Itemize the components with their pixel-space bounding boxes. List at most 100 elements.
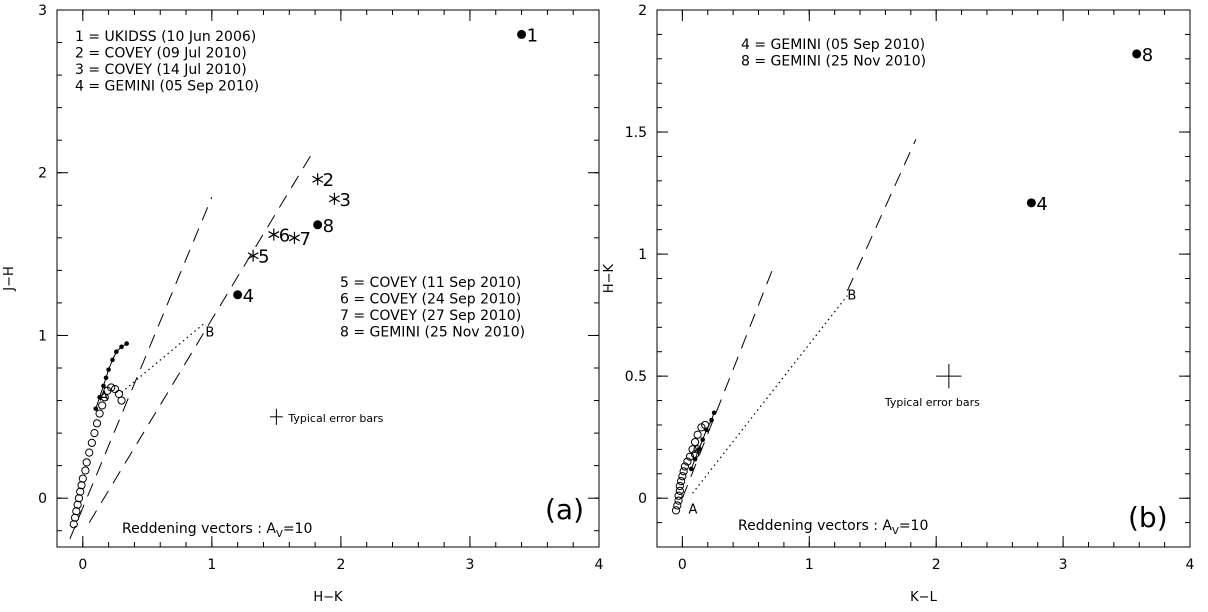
- ctts-locus-line: [121, 321, 206, 393]
- x-tick-label: 1: [805, 557, 814, 573]
- dwarf-sequence-point: [76, 487, 85, 496]
- x-tick-label: 0: [78, 557, 87, 573]
- reddening-caption: Reddening vectors : AV=10: [122, 521, 312, 540]
- y-tick-label: 0: [638, 491, 647, 507]
- dwarf-sequence-point: [98, 401, 107, 410]
- x-tick-label: 2: [932, 557, 941, 573]
- giant-branch-point: [688, 466, 694, 472]
- reddening-vector-line: [846, 139, 917, 291]
- data-point-label: 4: [243, 286, 254, 307]
- dwarf-sequence-point: [73, 500, 82, 509]
- dwarf-sequence-point: [90, 428, 99, 438]
- y-tick-label: 1: [638, 247, 647, 263]
- data-point-label: 6: [279, 226, 290, 247]
- data-point-label: 5: [258, 247, 269, 268]
- reddening-vector-line: [88, 148, 316, 523]
- dwarf-sequence-point: [81, 466, 90, 475]
- panel-label: (b): [1128, 501, 1168, 534]
- reddening-caption: Reddening vectors : AV=10: [738, 518, 928, 537]
- y-axis-title: J−H: [2, 266, 17, 292]
- data-point-1: [517, 29, 527, 39]
- star-stroke: [328, 195, 340, 203]
- giant-branch-point: [692, 456, 698, 462]
- x-axis-title: K−L: [910, 590, 937, 605]
- star-stroke: [288, 234, 300, 242]
- dwarf-sequence-point: [677, 476, 686, 486]
- y-axis-title: H−K: [602, 263, 617, 293]
- reddening-vector-line: [681, 266, 775, 499]
- plot-frame: [56, 9, 600, 548]
- data-point-label: 8: [323, 216, 334, 237]
- x-tick-label: 4: [595, 557, 604, 573]
- x-tick-label: 4: [1186, 557, 1195, 573]
- data-point-label: 1: [527, 25, 538, 46]
- label-A: A: [689, 502, 698, 517]
- dwarf-sequence-point: [92, 419, 102, 428]
- dwarf-sequence-point: [78, 474, 87, 483]
- typical-error-bar: [269, 408, 283, 425]
- giant-branch-point: [700, 437, 705, 442]
- giant-branch-point: [110, 357, 115, 363]
- dwarf-sequence-point: [688, 445, 697, 454]
- data-point-label: 3: [339, 190, 350, 211]
- label-A: A: [100, 389, 109, 404]
- x-tick-label: 0: [678, 557, 687, 573]
- giant-branch-point: [704, 427, 709, 433]
- x-tick-label: 3: [465, 557, 474, 573]
- legend-entry: 4 = GEMINI (05 Sep 2010): [75, 79, 259, 95]
- label-B: B: [847, 289, 856, 304]
- legend-entry: 8 = GEMINI (25 Nov 2010): [741, 54, 926, 70]
- y-tick-label: 2: [638, 3, 647, 19]
- dwarf-sequence-point: [74, 494, 84, 503]
- data-point-4: [233, 290, 243, 300]
- data-point-label: 8: [1142, 45, 1153, 66]
- y-tick-label: 1.5: [625, 125, 647, 141]
- reddening-vector-line: [69, 196, 213, 540]
- dwarf-sequence-point: [678, 472, 687, 481]
- label-B: B: [205, 325, 214, 340]
- legend-entry: 4 = GEMINI (05 Sep 2010): [741, 37, 925, 53]
- star-stroke: [268, 231, 280, 239]
- error-bar-label: Typical error bars: [884, 396, 980, 409]
- star-stroke: [247, 252, 259, 260]
- giant-branch-point: [709, 417, 714, 423]
- giant-branch-point: [103, 375, 109, 381]
- typical-error-bar: [936, 363, 962, 389]
- data-point-label: 2: [323, 170, 334, 191]
- data-point-label: 7: [299, 229, 310, 250]
- dwarf-sequence-point: [117, 396, 126, 405]
- dwarf-sequence-point: [675, 486, 684, 495]
- x-tick-label: 2: [336, 557, 345, 573]
- legend-entry: 6 = COVEY (24 Sep 2010): [340, 292, 521, 308]
- dwarf-sequence-point: [685, 452, 695, 461]
- data-point-8: [1132, 49, 1142, 59]
- data-point-7: [288, 231, 300, 244]
- y-tick-label: 1: [38, 328, 47, 344]
- dwarf-sequence-point: [85, 448, 94, 457]
- dwarf-sequence-point: [673, 501, 682, 510]
- ctts-locus-line: [692, 295, 848, 494]
- legend-entry: 3 = COVEY (14 Jul 2010): [75, 62, 247, 78]
- dwarf-sequence-point: [70, 513, 80, 522]
- dwarf-sequence-point: [107, 383, 116, 392]
- dwarf-sequence-point: [82, 458, 91, 467]
- legend-entry: 1 = UKIDSS (10 Jun 2006): [75, 29, 256, 45]
- dwarf-sequence-point: [674, 491, 683, 500]
- data-point-6: [268, 228, 280, 241]
- dwarf-sequence-point: [69, 520, 78, 529]
- dwarf-sequence-point: [72, 507, 81, 516]
- legend-entry: 5 = COVEY (11 Sep 2010): [340, 275, 521, 291]
- giant-branch-point: [93, 406, 99, 411]
- dwarf-sequence-point: [671, 506, 681, 515]
- giant-branch-point: [114, 349, 119, 355]
- dwarf-sequence-point: [683, 457, 692, 466]
- dwarf-sequence-point: [675, 481, 684, 491]
- giant-branch-point: [106, 367, 111, 372]
- error-bar-label: Typical error bars: [287, 412, 383, 425]
- y-tick-label: 0: [38, 491, 47, 507]
- panel-b: 0 1 2 3 4 0 0.5 1 1.5 2 K−L H−K A B 8 4 Typical error ba…: [602, 3, 1195, 605]
- panel-label: (a): [545, 493, 584, 526]
- data-point-8: [313, 220, 323, 230]
- legend-entry: 8 = GEMINI (25 Nov 2010): [340, 325, 525, 341]
